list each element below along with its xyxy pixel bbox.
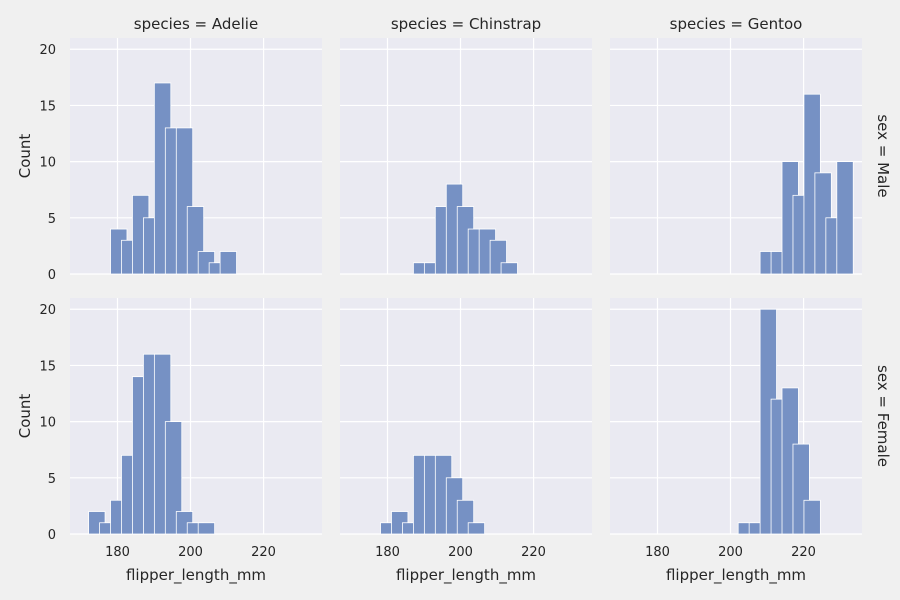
y-tick-label: 0 xyxy=(48,268,56,283)
histogram-bar xyxy=(803,499,821,535)
x-tick-label: 200 xyxy=(178,545,203,560)
y-tick-label: 5 xyxy=(48,212,56,227)
x-tick-label: 180 xyxy=(375,545,400,560)
histogram-bar xyxy=(500,262,518,275)
y-tick-label: 10 xyxy=(39,416,56,431)
column-facet-title: species = Adelie xyxy=(134,15,258,33)
histogram-bar xyxy=(836,161,854,275)
y-tick-label: 5 xyxy=(48,472,56,487)
panel-background xyxy=(70,298,322,534)
column-facet-title: species = Gentoo xyxy=(670,15,803,33)
histogram-bar xyxy=(219,251,237,275)
y-tick-label: 10 xyxy=(39,156,56,171)
x-tick-label: 220 xyxy=(521,545,546,560)
y-tick-label: 15 xyxy=(39,359,56,374)
y-axis-label: Count xyxy=(16,394,34,439)
panel-background xyxy=(610,298,862,534)
row-facet-title: sex = Male xyxy=(874,114,892,197)
x-tick-label: 180 xyxy=(645,545,670,560)
x-tick-label: 180 xyxy=(105,545,130,560)
x-axis-label: flipper_length_mm xyxy=(396,566,536,585)
histogram-bar xyxy=(164,421,183,535)
y-tick-label: 20 xyxy=(39,303,56,318)
x-tick-label: 220 xyxy=(251,545,276,560)
x-axis-label: flipper_length_mm xyxy=(666,566,806,585)
histogram-bar xyxy=(197,522,216,535)
y-axis-label: Count xyxy=(16,134,34,179)
x-tick-label: 220 xyxy=(791,545,816,560)
y-tick-label: 15 xyxy=(39,99,56,114)
x-axis-label: flipper_length_mm xyxy=(126,566,266,585)
x-tick-label: 200 xyxy=(718,545,743,560)
histogram-bar xyxy=(467,522,486,535)
panel-background xyxy=(340,298,592,534)
y-tick-label: 20 xyxy=(39,43,56,58)
y-tick-label: 0 xyxy=(48,528,56,543)
row-facet-title: sex = Female xyxy=(874,365,892,467)
x-tick-label: 200 xyxy=(448,545,473,560)
column-facet-title: species = Chinstrap xyxy=(391,15,541,33)
